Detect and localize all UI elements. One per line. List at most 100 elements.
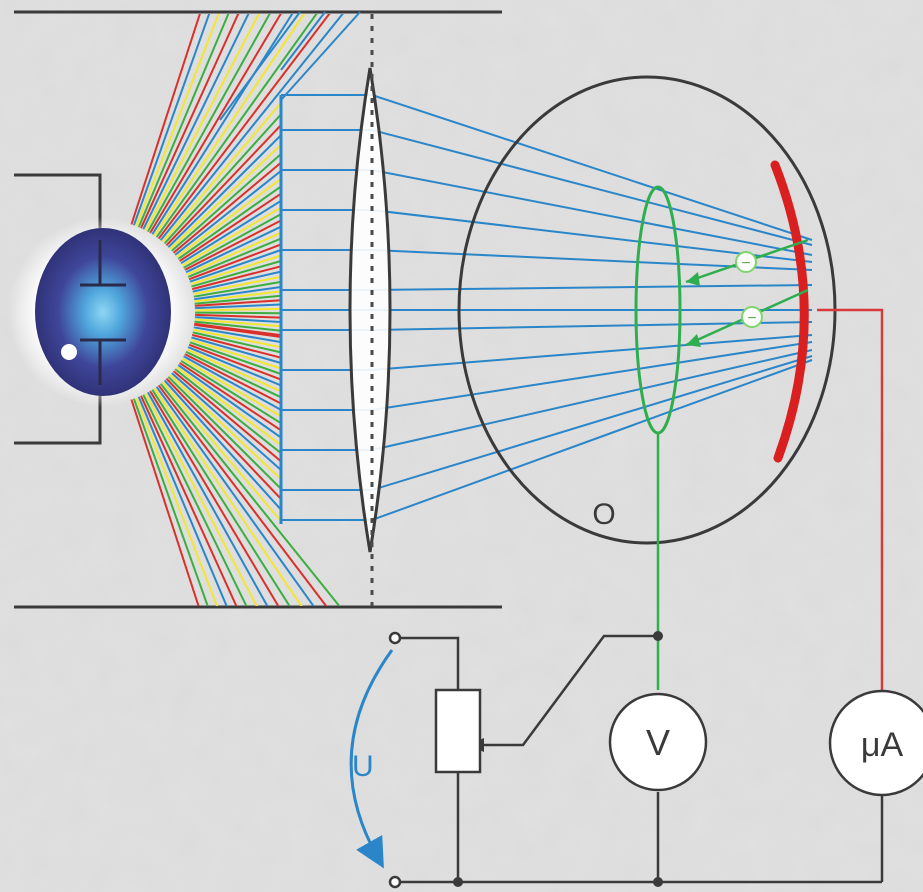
spectrum-ray [172,370,282,463]
spectrum-ray [186,348,282,393]
spectrum-ray [151,14,294,235]
spectrum-ray [140,14,240,229]
spectrum-ray [193,323,282,338]
spectrum-ray [165,377,282,500]
spectrum-ray [161,381,282,522]
spectrum-ray [194,313,282,319]
spectrum-ray [191,265,282,291]
spectrum-ray [137,396,228,606]
terminal-bottom [388,875,402,889]
spectrum-ray [159,383,341,606]
spectrum-ray [171,372,282,471]
spectrum-ray [189,341,282,375]
spectrum-ray [176,177,282,258]
spectrum-ray [179,192,282,262]
spectrum-ray [157,14,331,240]
spectrum-ray [167,134,282,248]
spectrum-ray [163,113,282,245]
spectrum-ray [151,389,291,606]
spectrum-ray [130,399,200,606]
spectrum-ray [194,299,282,307]
spectrum-ray [137,14,230,228]
spectrum-ray [155,14,318,238]
light-ray [280,11,326,71]
spectrum-ray [176,366,282,447]
electron-1: − [685,238,809,286]
spectrum-ray [149,14,282,234]
spectrum-ray [144,393,258,606]
spectrum-ray [147,391,269,606]
spectrum-ray [187,237,282,278]
spectrum-ray [194,290,282,303]
voltmeter: V [608,692,708,792]
spectrum-ray [191,260,282,288]
spectrum-ray [142,14,250,230]
spectrum-ray [172,161,282,254]
spectrum-ray [135,397,219,606]
spectrum-ray [149,390,280,606]
spectrum-ray [187,346,282,387]
spectrum-ray [189,249,282,283]
spectrum-ray [194,322,282,337]
spectrum-ray [183,355,282,411]
svg-text:−: − [747,310,756,327]
lamp-highlight [61,344,77,360]
spectrum-ray [142,394,248,606]
light-ray [219,11,301,121]
spectrum-ray [188,243,282,281]
lamp-bulb [35,228,171,396]
spectrum-ray [169,144,282,250]
spectrum-ray [180,359,282,425]
spectrum-ray [169,374,282,480]
spectrum-ray [153,14,306,237]
spectrum-ray [177,364,282,439]
spectrum-ray [185,350,282,399]
spectrum-ray [161,102,282,243]
photocathode [770,160,809,463]
spectrum-ray [194,303,282,310]
light-ray [280,11,361,101]
spectrum-ray [130,14,201,225]
spectrum-ray [190,254,282,286]
spectrum-ray [171,153,282,252]
spectrum-ray [186,231,282,276]
junction-dot [453,877,463,887]
spectrum-ray [157,384,328,606]
spectrum-ray [193,275,282,296]
spectrum-ray [155,386,315,606]
voltage-label: U [352,750,374,783]
spectrum-ray [180,199,282,265]
spectrum-ray [193,280,282,298]
microammeter-label: μA [861,726,904,764]
spectrum-ray [181,357,282,418]
spectrum-ray [159,14,344,241]
spectrum-ray [165,124,282,247]
voltage-arrow [349,649,394,869]
terminal-top [388,631,402,645]
tube-mark-label: O [592,498,615,531]
spectrum-ray [174,170,282,256]
spectrum-ray [140,395,238,606]
spectrum-ray [193,326,282,344]
spectrum-ray [194,318,282,328]
spectrum-ray [153,387,303,606]
spectrum-ray [184,353,282,405]
spectrum-ray [194,307,282,312]
junction-dot [653,631,663,641]
circuit-wires [395,634,884,884]
spectrum-ray [174,368,282,454]
rheostat-icon [434,688,482,774]
lens-icon [348,14,392,606]
junction-dot [653,877,663,887]
spectrum-ray [185,225,282,274]
spectrum-ray [132,14,211,226]
spectrum-ray [163,379,282,511]
svg-text:−: − [741,255,750,272]
spectrum-ray [194,316,282,323]
spectrum-ray [144,14,260,231]
spectrum-ray [194,294,282,305]
spectrum-ray [188,343,282,381]
spectrum-ray [177,185,282,260]
spectrum-ray [147,14,271,233]
spectrum-ray [193,286,282,301]
